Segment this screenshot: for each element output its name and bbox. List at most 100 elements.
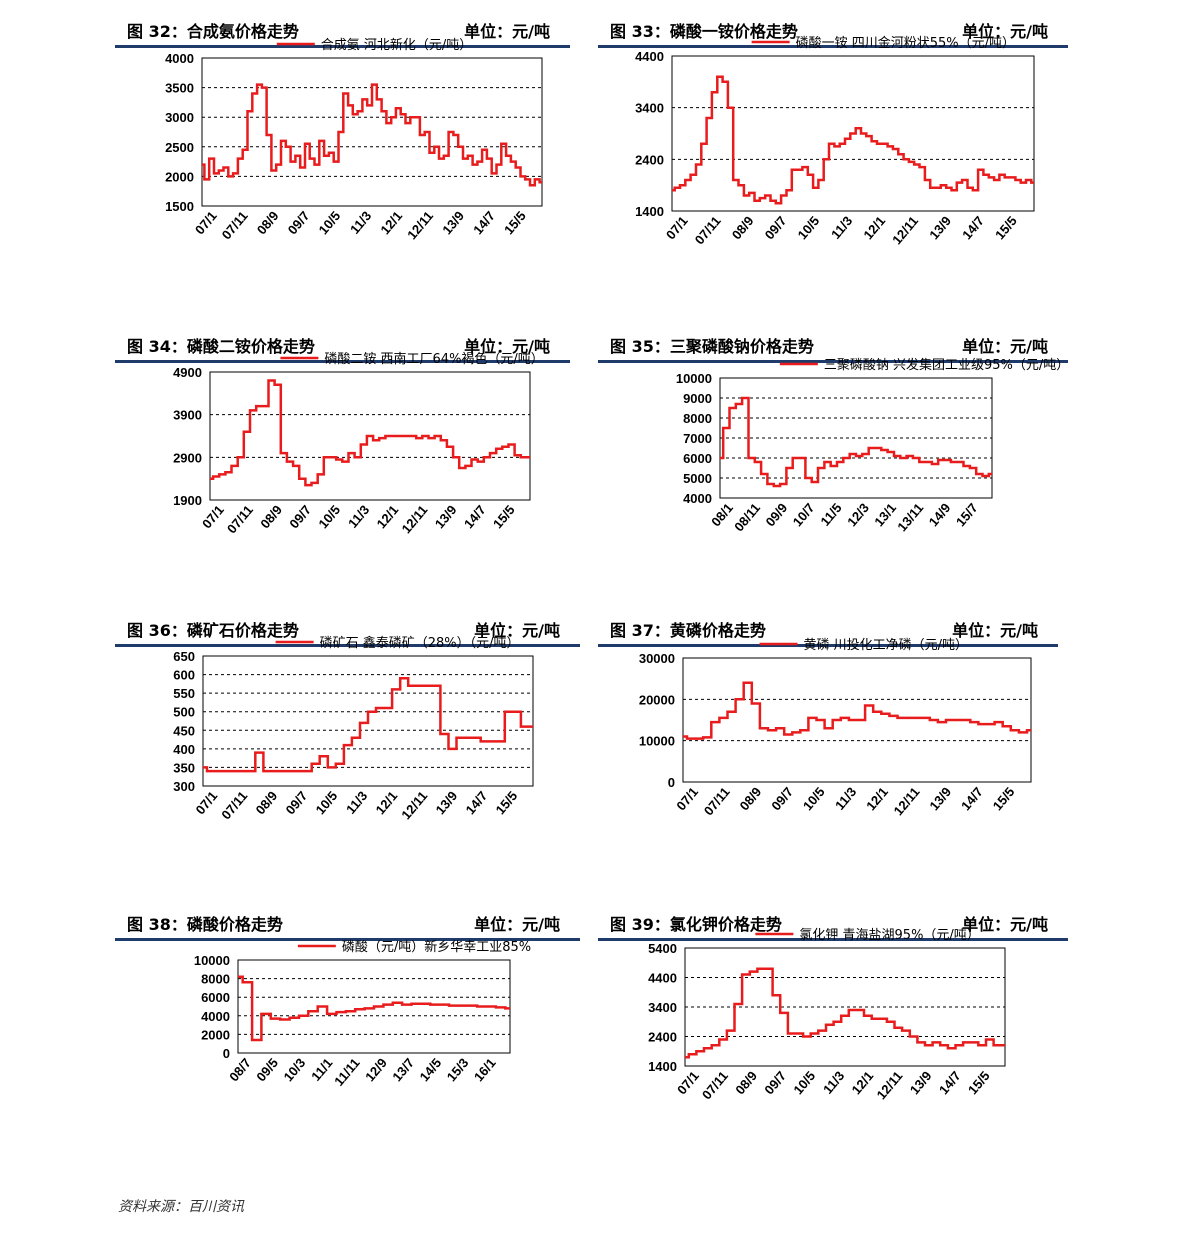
chart-header: 图 34：磷酸二铵价格走势 单位：元/吨 [115,330,570,363]
series-line [202,83,542,187]
plot-frame [202,655,534,787]
x-tick-label: 08/9 [732,1068,760,1097]
y-tick-label: 20000 [639,692,675,707]
x-tick-label: 11/5 [817,500,844,528]
y-tick-label: 1400 [648,1059,677,1074]
legend-label: 氯化钾 青海盐湖95%（元/吨） [799,928,979,943]
chart-header: 图 33：磷酸一铵价格走势 单位：元/吨 [598,15,1068,48]
x-tick-label: 12/11 [399,502,431,536]
chart-unit: 单位：元/吨 [464,22,550,41]
x-tick-label: 10/5 [795,213,823,242]
x-tick-label: 13/9 [439,208,467,237]
x-tick-label: 15/5 [490,502,518,531]
y-tick-label: 3400 [648,1000,677,1015]
chart-header: 图 36：磷矿石价格走势 单位：元/吨 [115,614,580,647]
series-line [672,75,1034,205]
x-tick-label: 15/3 [444,1055,472,1084]
legend-label: 黄磷 川投化工净磷（元/吨） [804,637,969,653]
chart-title: 图 33：磷酸一铵价格走势 [610,22,798,41]
chart-panel-c33: 图 33：磷酸一铵价格走势 单位：元/吨 4400 3400 2400 1400 07/1 0… [598,15,1068,305]
y-tick-label: 3500 [165,81,194,96]
plot-frame [671,55,1035,212]
x-tick-label: 09/7 [768,784,796,813]
x-tick-label: 14/5 [417,1055,445,1084]
y-tick-label: 7000 [683,431,712,446]
legend-label: 磷酸（元/吨）新乡华幸工业85% [342,939,531,955]
y-tick-label: 4000 [683,491,712,506]
x-tick-label: 13/11 [894,500,926,534]
y-tick-label: 4400 [635,49,664,64]
y-tick-label: 3000 [165,110,194,125]
x-tick-label: 07/1 [193,788,221,817]
x-tick-label: 11/3 [832,784,859,812]
x-tick-label: 07/11 [692,213,724,247]
y-tick-label: 10000 [639,734,675,749]
y-tick-label: 3400 [635,101,664,116]
series-line [683,681,1031,740]
chart-panel-c36: 图 36：磷矿石价格走势 单位：元/吨 650 600 550 500 450 400 350 3… [115,614,580,904]
chart-panel-c32: 图 32：合成氨价格走势 单位：元/吨 4000 3500 3000 2500 2000 15… [115,15,570,305]
x-tick-label: 12/11 [398,788,430,822]
x-tick-label: 09/7 [285,208,313,237]
x-tick-label: 10/3 [281,1055,309,1084]
chart-panel-c35: 图 35：三聚磷酸钠价格走势 单位：元/吨 10000 9000 8000 7000 600… [598,330,1069,620]
plot-frame [237,959,511,1054]
chart-svg-c37: 30000 20000 10000 007/1 07/11 08/9 09/7 10/5 11/… [639,637,1032,818]
x-tick-label: 07/11 [224,502,256,536]
x-tick-label: 07/11 [219,208,251,242]
x-tick-label: 14/7 [463,788,491,817]
x-tick-label: 08/9 [253,788,281,817]
chart-title: 图 32：合成氨价格走势 [127,22,299,41]
y-tick-label: 2000 [165,169,194,184]
plot-frame [719,377,993,499]
x-tick-label: 10/5 [800,784,828,813]
chart-unit: 单位：元/吨 [952,621,1038,640]
y-tick-label: 5000 [683,471,712,486]
x-tick-label: 15/5 [493,788,521,817]
x-tick-label: 13/9 [432,502,460,531]
x-tick-label: 07/1 [199,502,227,531]
x-tick-label: 12/11 [891,784,923,818]
y-tick-label: 1900 [173,493,202,508]
y-tick-label: 10000 [676,371,712,386]
legend-label: 磷酸一铵 四川金河粉状55%（元/吨） [796,35,1015,51]
chart-title: 图 34：磷酸二铵价格走势 [127,337,315,356]
y-tick-label: 0 [223,1046,230,1061]
x-tick-label: 10/7 [790,500,818,529]
x-tick-label: 15/5 [990,784,1018,813]
y-tick-label: 2500 [165,140,194,155]
y-tick-label: 1500 [165,199,194,214]
y-tick-label: 650 [173,649,195,664]
source-note: 资料来源：百川资讯 [118,1199,244,1215]
x-tick-label: 12/3 [844,500,872,529]
chart-panel-c37: 图 37：黄磷价格走势 单位：元/吨 30000 20000 10000 0 07/1 07/… [598,614,1058,904]
x-tick-label: 14/7 [470,208,498,237]
x-tick-label: 08/9 [737,784,765,813]
x-tick-label: 10/5 [316,208,344,237]
chart-title: 图 36：磷矿石价格走势 [127,621,299,640]
y-tick-label: 4000 [201,1009,230,1024]
x-tick-label: 15/7 [953,500,981,529]
chart-header: 图 39：氯化钾价格走势 单位：元/吨 [598,908,1068,941]
x-tick-label: 11/3 [345,502,372,530]
plot-frame [201,57,543,207]
chart-unit: 单位：元/吨 [474,915,560,934]
y-tick-label: 550 [173,686,195,701]
x-tick-label: 09/7 [762,213,790,242]
series-line [720,396,992,488]
y-tick-label: 450 [173,723,195,738]
y-tick-label: 2400 [635,152,664,167]
y-tick-label: 6000 [201,990,230,1005]
plot-frame [209,371,531,501]
x-tick-label: 07/1 [674,1068,702,1097]
x-tick-label: 07/1 [673,784,701,813]
x-tick-label: 12/9 [362,1055,390,1084]
x-tick-label: 12/11 [874,1068,906,1102]
y-tick-label: 4900 [173,365,202,380]
y-tick-label: 8000 [201,972,230,987]
